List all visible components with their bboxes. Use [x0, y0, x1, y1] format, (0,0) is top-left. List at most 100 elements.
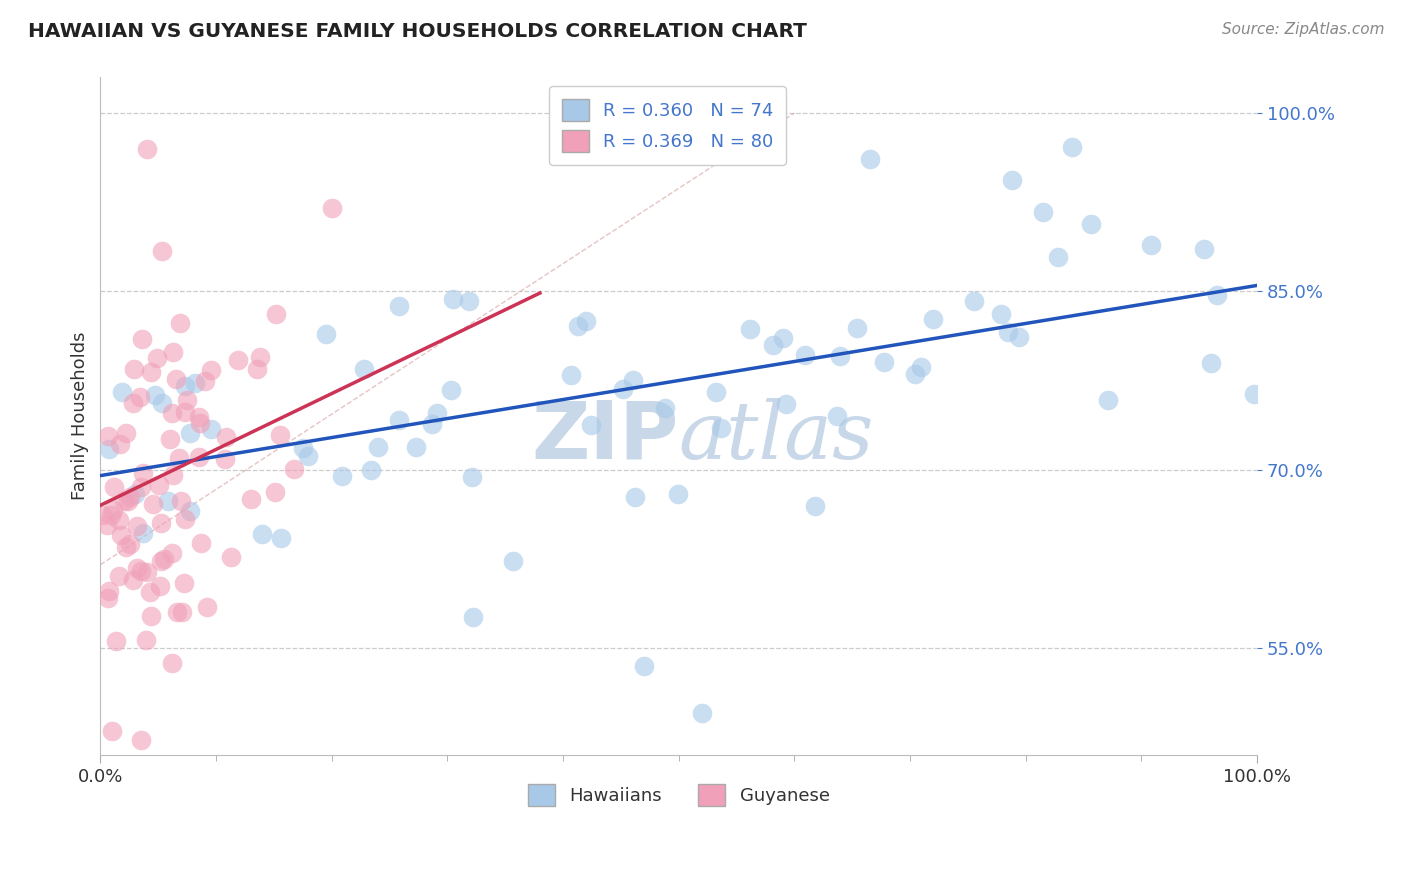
Point: [98, 442, 121, 456]
Text: atlas: atlas: [679, 398, 875, 475]
Point: [141, 365, 163, 379]
Point: [174, 379, 197, 393]
Point: [110, 528, 132, 542]
Point: [173, 576, 195, 591]
Point: [111, 385, 134, 400]
Point: [162, 656, 184, 670]
Point: [239, 492, 262, 507]
Point: [873, 354, 896, 368]
Point: [149, 554, 172, 568]
Point: [264, 484, 287, 499]
Point: [150, 244, 173, 258]
Point: [1032, 205, 1054, 219]
Point: [170, 494, 193, 508]
Point: [184, 376, 207, 390]
Point: [187, 409, 209, 424]
Point: [103, 480, 125, 494]
Point: [149, 516, 172, 530]
Point: [269, 428, 291, 442]
Point: [169, 316, 191, 330]
Point: [1140, 237, 1163, 252]
Point: [704, 385, 727, 400]
Point: [131, 332, 153, 346]
Point: [828, 349, 851, 363]
Point: [1047, 250, 1070, 264]
Point: [108, 569, 131, 583]
Point: [793, 348, 815, 362]
Point: [633, 658, 655, 673]
Point: [1008, 330, 1031, 344]
Point: [162, 345, 184, 359]
Point: [157, 494, 180, 508]
Point: [360, 463, 382, 477]
Point: [146, 351, 169, 366]
Point: [96, 428, 118, 442]
Point: [738, 322, 761, 336]
Point: [283, 462, 305, 476]
Point: [96, 518, 118, 533]
Point: [131, 526, 153, 541]
Point: [270, 531, 292, 545]
Point: [624, 490, 647, 504]
Point: [124, 487, 146, 501]
Point: [904, 368, 927, 382]
Point: [150, 395, 173, 409]
Point: [775, 397, 797, 411]
Point: [388, 299, 411, 313]
Point: [138, 584, 160, 599]
Point: [122, 362, 145, 376]
Point: [159, 432, 181, 446]
Point: [108, 437, 131, 451]
Point: [214, 452, 236, 467]
Point: [1080, 218, 1102, 232]
Point: [122, 574, 145, 588]
Point: [129, 565, 152, 579]
Point: [804, 500, 827, 514]
Point: [405, 440, 427, 454]
Point: [194, 374, 217, 388]
Point: [252, 527, 274, 541]
Point: [139, 609, 162, 624]
Point: [179, 425, 201, 440]
Point: [457, 293, 479, 308]
Point: [142, 497, 165, 511]
Point: [114, 425, 136, 440]
Point: [135, 633, 157, 648]
Point: [1194, 242, 1216, 256]
Point: [710, 421, 733, 435]
Point: [581, 418, 603, 433]
Point: [176, 392, 198, 407]
Point: [1243, 387, 1265, 401]
Point: [264, 308, 287, 322]
Point: [367, 440, 389, 454]
Point: [1206, 287, 1229, 301]
Point: [160, 546, 183, 560]
Point: [132, 467, 155, 481]
Point: [245, 361, 267, 376]
Point: [910, 360, 932, 375]
Point: [690, 706, 713, 721]
Point: [135, 142, 157, 156]
Point: [654, 401, 676, 416]
Point: [353, 361, 375, 376]
Point: [97, 591, 120, 606]
Point: [772, 331, 794, 345]
Point: [172, 605, 194, 619]
Point: [107, 513, 129, 527]
Point: [148, 478, 170, 492]
Point: [117, 494, 139, 508]
Text: ZIP: ZIP: [531, 398, 679, 475]
Point: [118, 537, 141, 551]
Text: HAWAIIAN VS GUYANESE FAMILY HOUSEHOLDS CORRELATION CHART: HAWAIIAN VS GUYANESE FAMILY HOUSEHOLDS C…: [28, 22, 807, 41]
Point: [125, 519, 148, 533]
Point: [179, 504, 201, 518]
Point: [1201, 356, 1223, 370]
Point: [105, 634, 128, 648]
Point: [121, 396, 143, 410]
Point: [160, 406, 183, 420]
Point: [997, 325, 1019, 339]
Point: [219, 549, 242, 564]
Point: [136, 566, 159, 580]
Y-axis label: Family Households: Family Households: [72, 332, 89, 500]
Point: [921, 311, 943, 326]
